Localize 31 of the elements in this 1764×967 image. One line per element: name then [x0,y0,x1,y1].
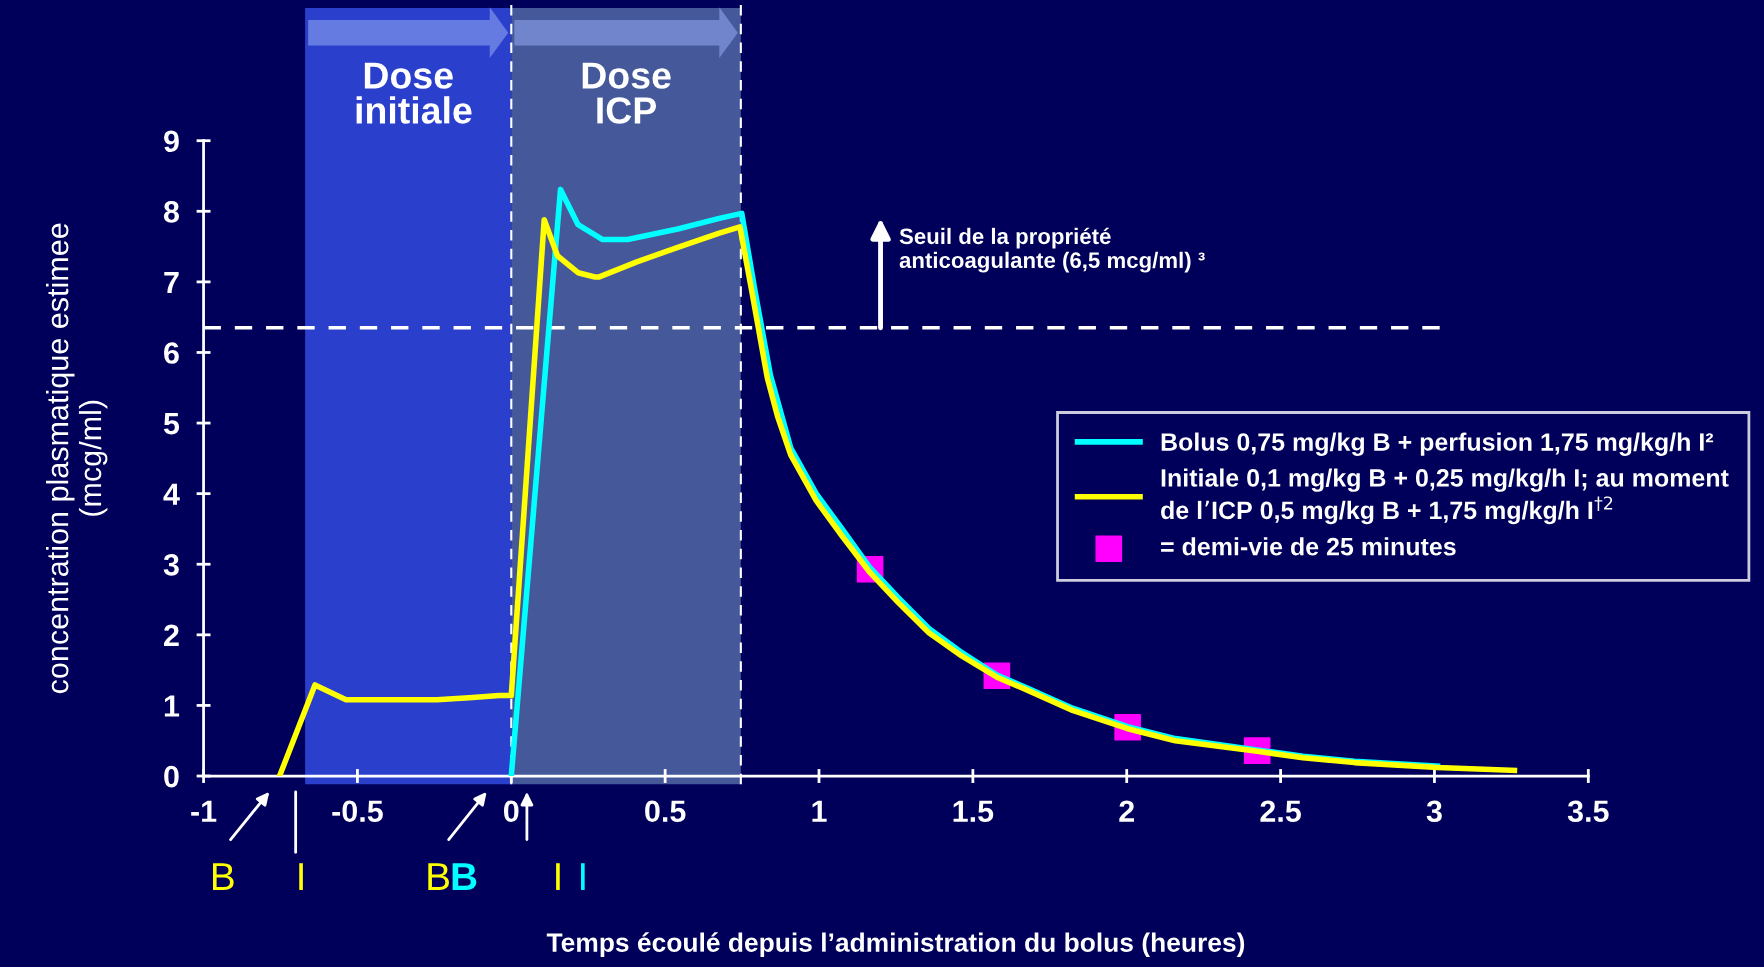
x-tick-label: 1 [812,800,827,822]
legend-label: Seuil de la propriété anticoagulante (6,5 mcg/ml) ³ [899,227,1205,273]
y-tick-label: 7 [164,271,179,293]
y-tick-label: 0 [164,765,179,788]
text: B [212,863,234,890]
band-label: Dose ICP [582,62,671,124]
legend-label: = demi-vie de 25 minutes [1161,537,1456,556]
text: BB [428,863,477,890]
x-tick-label: 1.5 [953,800,994,823]
y-tick-label: 5 [163,413,180,435]
y-tick-label: 1 [164,695,180,717]
x-tick-label: -1 [191,800,217,822]
x-tick-label: 2 [1119,800,1134,822]
x-axis-title: Temps écoulé depuis l’administration du bolus (heures) [546,932,1245,958]
band-label: Dose initiale [356,62,472,124]
x-tick-label: 3 [1426,800,1442,823]
x-tick-label: 0.5 [645,800,686,823]
x-tick-label: 3.5 [1567,800,1609,823]
text: I [299,863,303,890]
y-tick-label: 3 [163,553,179,576]
y-tick-label: 2 [164,624,179,646]
y-tick-label: 8 [163,201,180,223]
y-tick-label: 9 [164,130,179,153]
legend-label: Initiale 0,1 mg/kg B + 0,25 mg/kg/h I; au moment de l’ICP 0,5 mg/kg B + 1,75 mg/kg/h I$^{†2}$ [1161,468,1729,525]
x-tick-label: 2.5 [1260,800,1301,823]
y-tick-label: 4 [163,483,180,505]
y-axis-title: concentration plasmatique estimee (mcg/ml) [46,223,108,694]
x-tick-label: -0.5 [332,800,383,823]
x-tick-label: 0 [504,800,519,823]
y-tick-label: 6 [164,342,179,364]
legend-label: Bolus 0,75 mg/kg B + perfusion 1,75 mg/kg/h I² [1161,432,1714,456]
